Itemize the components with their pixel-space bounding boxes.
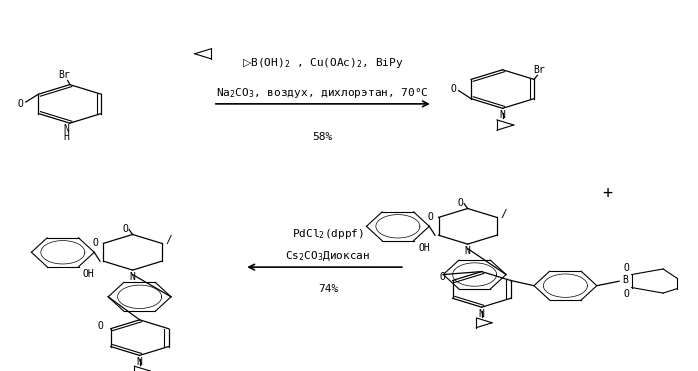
Text: /: / bbox=[500, 210, 507, 219]
Text: /: / bbox=[165, 236, 172, 245]
Text: +: + bbox=[602, 184, 612, 202]
Text: N: N bbox=[500, 110, 505, 120]
Text: Br: Br bbox=[59, 70, 70, 80]
Text: O: O bbox=[451, 84, 456, 94]
Text: B: B bbox=[622, 275, 628, 285]
Text: O: O bbox=[623, 263, 629, 273]
Text: N: N bbox=[64, 124, 69, 134]
Text: N: N bbox=[137, 357, 142, 367]
Text: 58%: 58% bbox=[312, 132, 333, 142]
Text: N: N bbox=[130, 272, 135, 282]
Text: O: O bbox=[427, 213, 433, 222]
Text: H: H bbox=[64, 132, 69, 142]
Text: OH: OH bbox=[82, 269, 94, 279]
Text: O: O bbox=[623, 289, 629, 299]
Text: O: O bbox=[92, 239, 98, 248]
Text: N: N bbox=[465, 246, 470, 256]
Text: O: O bbox=[123, 224, 128, 234]
Text: O: O bbox=[97, 321, 103, 331]
Text: N: N bbox=[479, 309, 484, 319]
Text: 74%: 74% bbox=[318, 285, 339, 294]
Text: $\triangleright$B(OH)$_2$ , Cu(OAc)$_2$, BiPy: $\triangleright$B(OH)$_2$ , Cu(OAc)$_2$,… bbox=[242, 56, 403, 70]
Text: Br: Br bbox=[534, 65, 545, 75]
Text: O: O bbox=[18, 99, 24, 109]
Text: OH: OH bbox=[419, 243, 431, 253]
Text: Na$_2$CO$_3$, воздух, дихлорэтан, 70°C: Na$_2$CO$_3$, воздух, дихлорэтан, 70°C bbox=[216, 86, 429, 100]
Text: O: O bbox=[439, 272, 445, 282]
Text: O: O bbox=[458, 198, 463, 208]
Text: Cs$_2$CO$_3$Диоксан: Cs$_2$CO$_3$Диоксан bbox=[285, 249, 371, 263]
Text: PdCl$_2$(dppf): PdCl$_2$(dppf) bbox=[292, 227, 364, 241]
